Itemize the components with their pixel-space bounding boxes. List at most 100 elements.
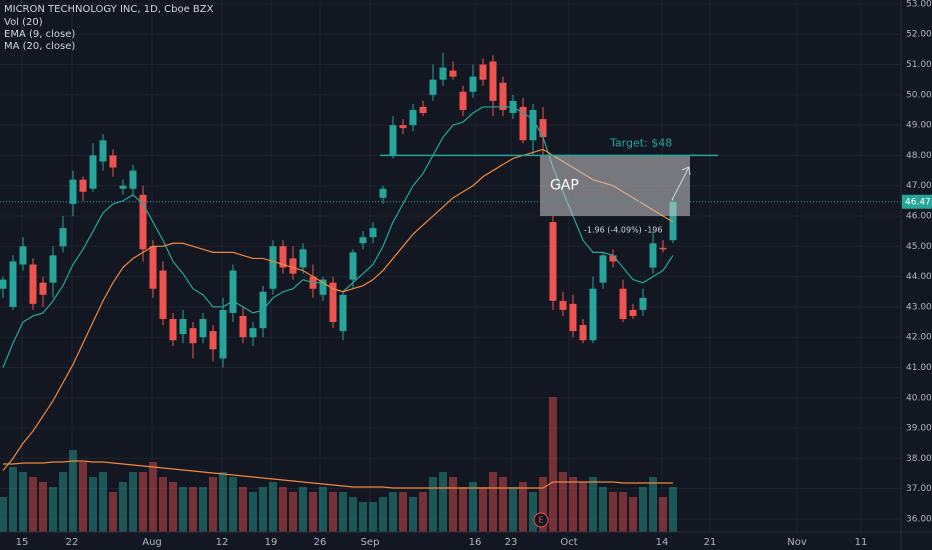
candle-body	[489, 61, 497, 101]
candle-body	[189, 328, 197, 344]
candle-body	[339, 294, 347, 332]
volume-bar	[9, 467, 17, 532]
candle-body	[169, 319, 177, 341]
candle-body	[219, 309, 227, 359]
candle-body	[369, 228, 377, 238]
volume-bar	[249, 492, 257, 532]
candle-body	[239, 315, 247, 338]
candle-body	[569, 303, 577, 332]
volume-bar	[399, 492, 407, 532]
legend-item: Vol (20)	[4, 17, 43, 28]
volume-bar	[279, 487, 287, 532]
volume-bar	[259, 487, 267, 532]
volume-bar	[459, 487, 467, 532]
volume-bar	[589, 477, 597, 532]
annotations: GAP Target: $48 -1.96 (-4.09%) -196 46.47 E	[0, 136, 932, 528]
candle-body	[519, 106, 527, 141]
volume-bar	[49, 487, 57, 532]
volume-bar	[379, 497, 387, 532]
volume-bar	[199, 487, 207, 532]
y-tick-label: 47.00	[906, 181, 932, 191]
volume-bar	[409, 497, 417, 532]
volume-bar	[289, 492, 297, 532]
measure-label: -1.96 (-4.09%) -196	[584, 226, 662, 235]
y-tick-label: 43.00	[906, 302, 932, 312]
candle-body	[639, 297, 647, 310]
candle-body	[129, 170, 137, 189]
volume-bar	[559, 472, 567, 532]
candle-body	[669, 201, 677, 241]
x-tick-label: Nov	[787, 537, 807, 548]
volume-bar	[509, 487, 517, 532]
gap-label: GAP	[550, 177, 579, 193]
y-tick-label: 51.00	[906, 60, 932, 70]
y-tick-label: 48.00	[906, 151, 932, 161]
candle-body	[429, 79, 437, 95]
volume-bar	[329, 492, 337, 532]
volume-ma-line	[3, 460, 673, 489]
y-tick-label: 52.00	[906, 30, 932, 40]
candle-body	[49, 255, 57, 283]
y-tick-label: 41.00	[906, 363, 932, 373]
candle-body	[359, 237, 367, 244]
volume-bar	[619, 492, 627, 532]
x-tick-label: 21	[704, 537, 717, 548]
volume-bar	[419, 492, 427, 532]
x-tick-label: 11	[855, 537, 868, 548]
volume-bar	[369, 502, 377, 532]
x-tick-label: Oct	[560, 537, 577, 548]
candle-body	[289, 258, 297, 274]
volume-bar	[639, 487, 647, 532]
candle-body	[139, 194, 147, 250]
volume-bar	[469, 482, 477, 532]
volume-bar	[59, 472, 67, 532]
volume-bar	[579, 482, 587, 532]
x-tick-label: 19	[265, 537, 278, 548]
candle-body	[9, 261, 17, 307]
x-tick-label: 22	[66, 537, 79, 548]
candle-body	[529, 109, 537, 141]
volume-bar	[99, 472, 107, 532]
candle-body	[659, 247, 667, 250]
volume-bar	[0, 497, 7, 532]
candle-body	[469, 76, 477, 92]
candle-body	[59, 228, 67, 247]
candle-body	[539, 119, 547, 138]
volume-bar	[569, 477, 577, 532]
legend-item: MA (20, close)	[4, 41, 75, 52]
x-tick-label: 23	[505, 537, 518, 548]
volume-bar	[529, 492, 537, 532]
candle-body	[589, 288, 597, 341]
last-price-box	[902, 194, 932, 209]
volume-bar	[319, 487, 327, 532]
y-tick-label: 53.00	[906, 0, 932, 9]
y-tick-label: 46.00	[906, 212, 932, 222]
y-tick-label: 44.00	[906, 272, 932, 282]
x-tick-label: 12	[216, 537, 229, 548]
y-tick-label: 49.00	[906, 121, 932, 131]
candle-body	[109, 155, 117, 168]
candle-body	[99, 140, 107, 162]
target-label: Target: $48	[609, 136, 672, 149]
y-tick-label: 50.00	[906, 90, 932, 100]
y-tick-label: 40.00	[906, 393, 932, 403]
candle-body	[549, 222, 557, 301]
volume-pane	[0, 397, 677, 532]
candle-body	[329, 282, 337, 323]
volume-bar	[89, 477, 97, 532]
x-tick-label: 26	[314, 537, 327, 548]
candle-body	[159, 270, 167, 320]
volume-bar	[209, 477, 217, 532]
volume-bar	[19, 472, 27, 532]
candle-body	[249, 328, 257, 338]
earnings-icon	[533, 512, 549, 528]
last-price-label: 46.47	[905, 197, 931, 207]
candle-body	[559, 300, 567, 310]
volume-bar	[189, 487, 197, 532]
candle-body	[479, 64, 487, 80]
candle-body	[29, 264, 37, 304]
x-tick-label: 16	[469, 537, 482, 548]
volume-bar	[389, 492, 397, 532]
x-tick-label: 15	[16, 537, 29, 548]
